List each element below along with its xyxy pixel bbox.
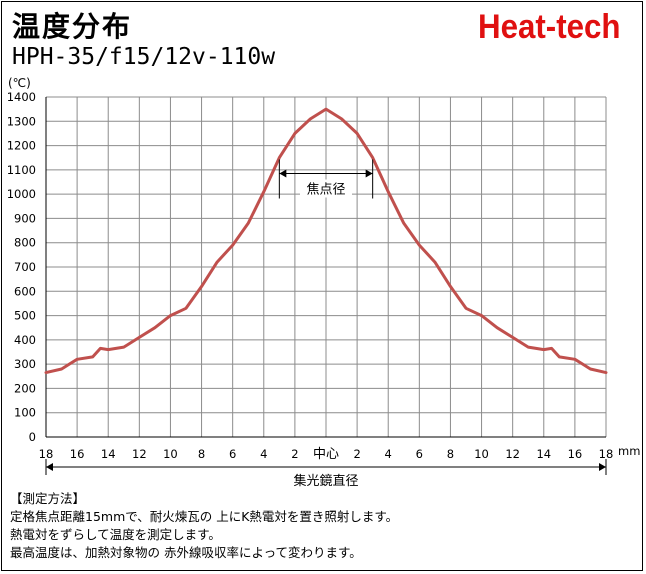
y-tick-label: 300: [14, 357, 36, 371]
x-axis-unit: mm: [618, 444, 640, 458]
focus-diameter-label: 焦点径: [306, 183, 345, 198]
y-tick-label: 800: [14, 236, 36, 250]
diameter-arrow-head-right: [599, 463, 606, 471]
chart-subtitle: HPH-35/f15/12v-110w: [12, 44, 276, 70]
y-tick-label: 1300: [7, 114, 36, 128]
x-tick-label: 8: [198, 447, 205, 461]
x-tick-label: 12: [132, 447, 147, 461]
x-tick-label: 16: [568, 447, 583, 461]
x-tick-label: 4: [260, 447, 267, 461]
x-tick-label: 18: [39, 447, 54, 461]
x-tick-label: 2: [291, 447, 298, 461]
x-tick-label: 14: [536, 447, 551, 461]
notes-line: 熱電対をずらして温度を測定します。: [10, 527, 221, 542]
x-tick-label: 14: [101, 447, 116, 461]
y-tick-label: 1100: [7, 163, 36, 177]
chart-title: 温度分布: [12, 10, 133, 43]
x-tick-label: 中心: [313, 447, 339, 462]
x-tick-label: 2: [353, 447, 360, 461]
x-tick-label: 10: [474, 447, 489, 461]
x-tick-label: 18: [599, 447, 614, 461]
focus-arrow-head-left: [279, 169, 287, 178]
x-tick-label: 6: [416, 447, 423, 461]
y-tick-label: 400: [14, 333, 36, 347]
x-tick-label: 16: [70, 447, 85, 461]
y-tick-label: 900: [14, 211, 36, 225]
x-tick-label: 4: [385, 447, 392, 461]
x-tick-label: 8: [447, 447, 454, 461]
x-tick-label: 10: [163, 447, 178, 461]
y-tick-label: 600: [14, 284, 36, 298]
diameter-label: 集光鏡直径: [293, 473, 358, 489]
y-tick-label: 1200: [7, 139, 36, 153]
focus-arrow-head-right: [365, 169, 373, 178]
y-tick-label: 200: [14, 381, 36, 395]
notes-line: 定格焦点距離15mmで、耐火煉瓦の 上にK熱電対を置き照射します。: [10, 509, 399, 524]
diameter-arrow-head-left: [46, 463, 53, 471]
temperature-chart: 0 100 200 300 400 500 600 700 800 900 1000 1100 1200…: [7, 90, 641, 489]
x-tick-label: 6: [229, 447, 236, 461]
y-tick-label: 700: [14, 260, 36, 274]
temperature-series-line: [44, 107, 608, 375]
y-tick-label: 1400: [7, 90, 36, 104]
measurement-notes: 【測定方法】 定格焦点距離15mmで、耐火煉瓦の 上にK熱電対を置き照射します。…: [10, 490, 398, 562]
notes-heading: 【測定方法】: [10, 491, 86, 506]
y-tick-label: 100: [14, 406, 36, 420]
y-tick-label: 1000: [7, 187, 36, 201]
x-tick-label: 12: [505, 447, 520, 461]
y-axis-unit: (℃): [8, 76, 31, 90]
focus-label-bg: [300, 179, 352, 198]
brand-logo-text: Heat-tech: [478, 8, 621, 46]
y-tick-label: 0: [29, 430, 36, 444]
y-tick-label: 500: [14, 309, 36, 323]
notes-line: 最高温度は、加熱対象物の 赤外線吸収率によって変わります。: [10, 545, 362, 560]
